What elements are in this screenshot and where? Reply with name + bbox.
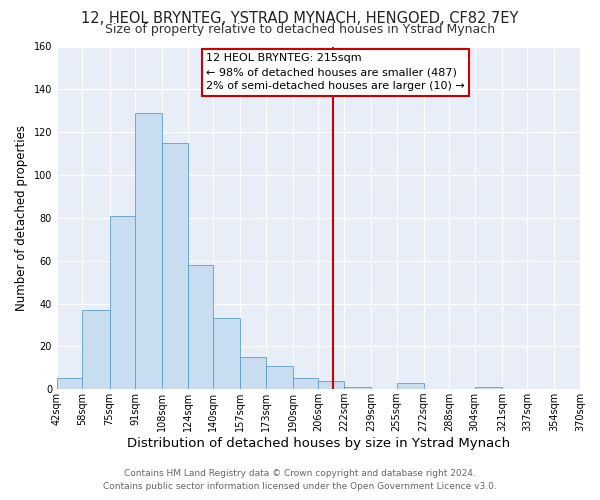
Bar (397, 382, 424, 389)
Bar (266, 366, 293, 389)
Bar (475, 387, 502, 389)
Y-axis label: Number of detached properties: Number of detached properties (15, 125, 28, 311)
Bar (293, 378, 319, 389)
Bar (135, 113, 162, 389)
Text: 12, HEOL BRYNTEG, YSTRAD MYNACH, HENGOED, CF82 7EY: 12, HEOL BRYNTEG, YSTRAD MYNACH, HENGOED… (82, 11, 518, 26)
Bar (57, 378, 82, 389)
Bar (344, 387, 371, 389)
Text: Size of property relative to detached houses in Ystrad Mynach: Size of property relative to detached ho… (105, 22, 495, 36)
Bar (319, 380, 344, 389)
Bar (213, 318, 241, 389)
Text: 12 HEOL BRYNTEG: 215sqm
← 98% of detached houses are smaller (487)
2% of semi-de: 12 HEOL BRYNTEG: 215sqm ← 98% of detache… (206, 54, 465, 92)
Bar (241, 357, 266, 389)
Bar (188, 265, 213, 389)
X-axis label: Distribution of detached houses by size in Ystrad Mynach: Distribution of detached houses by size … (127, 437, 510, 450)
Bar (580, 385, 600, 389)
Bar (82, 310, 110, 389)
Bar (110, 216, 135, 389)
Bar (162, 143, 188, 389)
Text: Contains HM Land Registry data © Crown copyright and database right 2024.
Contai: Contains HM Land Registry data © Crown c… (103, 470, 497, 491)
